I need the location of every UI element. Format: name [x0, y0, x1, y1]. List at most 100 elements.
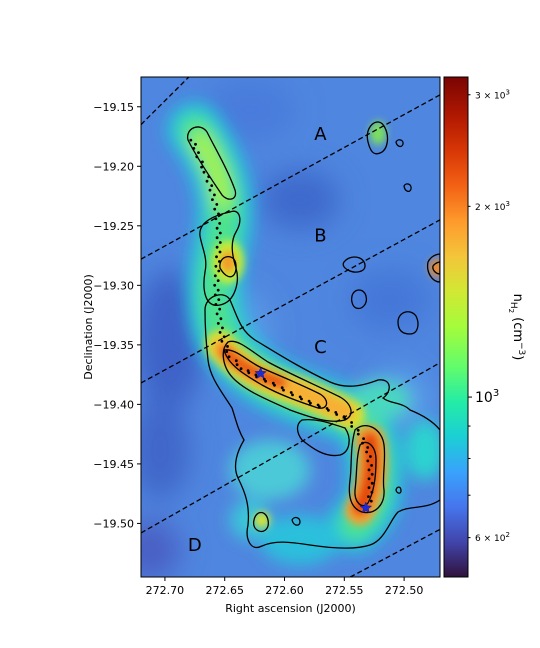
y-tick-label: −19.20 — [93, 160, 134, 173]
x-tick-label: 272.65 — [205, 584, 244, 597]
spine-point — [211, 198, 214, 202]
spine-point — [235, 363, 239, 367]
x-axis: 272.70 272.65 272.60 272.55 272.50 — [146, 577, 424, 597]
stripe-boundary-line — [141, 77, 190, 126]
protostar-marker — [359, 501, 373, 514]
spine-point — [214, 264, 218, 268]
spine-point — [221, 326, 224, 330]
y-axis: −19.15 −19.20 −19.25 −19.30 −19.35 −19.40 −19.… — [93, 101, 141, 530]
colorbar-tick-label: 2 × 103 — [475, 200, 510, 213]
filament-spine — [189, 138, 374, 503]
spine-point — [217, 269, 221, 273]
spine-point — [291, 393, 294, 397]
spine-point — [280, 386, 284, 390]
spine-point — [213, 207, 217, 211]
colorbar-tick-label: 3 × 103 — [475, 88, 510, 101]
spine-point — [370, 490, 374, 494]
spine-point — [213, 293, 217, 297]
colorbar-frame — [443, 76, 469, 578]
spine-point — [370, 472, 374, 476]
colorbar-label: nH2(cm−3) — [507, 294, 526, 361]
spine-point — [213, 274, 217, 278]
spine-point — [215, 245, 219, 249]
y-tick-label: −19.30 — [93, 279, 134, 292]
plot-frame — [140, 76, 441, 578]
stripe-boundaries — [141, 77, 440, 577]
y-tick-label: −19.35 — [93, 339, 134, 352]
spine-point — [217, 212, 220, 216]
spine-point — [307, 399, 311, 403]
spine-point — [194, 142, 197, 146]
density-contours — [187, 121, 440, 549]
spine-point — [215, 203, 219, 206]
density-map — [141, 77, 440, 577]
spine-point — [254, 373, 258, 377]
spine-point — [327, 408, 330, 412]
spine-point — [201, 160, 204, 164]
spine-point — [335, 413, 339, 416]
spine-point — [247, 371, 251, 375]
spine-point — [215, 312, 219, 316]
x-tick-label: 272.50 — [385, 584, 424, 597]
spine-point — [219, 317, 223, 321]
spine-point — [215, 226, 219, 230]
stripe-boundary-line — [141, 362, 440, 534]
spine-point — [215, 255, 218, 259]
filament-cores — [205, 121, 440, 528]
stripe-boundary-line — [141, 94, 440, 260]
colorbar-tick-label: 103 — [475, 388, 499, 406]
spine-point — [239, 367, 243, 371]
spine-point — [271, 381, 275, 385]
spine-point — [200, 165, 204, 169]
spine-point — [370, 481, 374, 485]
y-axis-label: Declination (J2000) — [82, 274, 95, 380]
region-label: D — [188, 535, 202, 556]
spine-point — [205, 179, 209, 183]
colorbar-ticks: 6 × 102 103 2 × 103 3 × 103 — [468, 88, 510, 544]
spine-point — [218, 250, 222, 254]
spine-point — [343, 417, 347, 421]
spine-point — [227, 355, 231, 359]
spine-point — [366, 459, 370, 463]
spine-point — [225, 350, 229, 353]
spine-point — [213, 193, 216, 197]
spine-point — [214, 303, 218, 306]
spine-point — [262, 377, 266, 381]
spine-point — [210, 184, 214, 188]
spine-point — [273, 383, 276, 387]
spine-point — [369, 455, 372, 458]
spine-point — [309, 401, 312, 405]
spine-point — [350, 421, 353, 424]
spine-point — [192, 147, 196, 150]
spine-point — [215, 236, 219, 240]
region-label: B — [314, 225, 326, 246]
spine-point — [234, 359, 238, 363]
y-tick-label: −19.40 — [93, 398, 134, 411]
x-axis-label: Right ascension (J2000) — [225, 602, 356, 615]
spine-point — [218, 260, 221, 263]
spine-point — [367, 495, 370, 498]
region-label: A — [314, 124, 327, 145]
y-tick-label: −19.50 — [93, 517, 134, 530]
region-labels: A B C D — [188, 124, 327, 556]
spine-point — [195, 155, 199, 159]
x-tick-label: 272.60 — [265, 584, 304, 597]
spine-point — [208, 188, 212, 192]
spine-point — [218, 222, 222, 225]
spine-point — [264, 379, 267, 383]
colorbar-tick-label: 6 × 102 — [475, 531, 510, 544]
spine-point — [218, 307, 222, 311]
spine-point — [300, 397, 303, 401]
x-tick-label: 272.55 — [325, 584, 364, 597]
stripe-boundary-line — [349, 528, 440, 577]
spine-point — [218, 231, 222, 235]
spine-point — [189, 138, 193, 142]
spine-point — [362, 437, 365, 440]
spine-point — [365, 450, 368, 454]
spine-point — [216, 322, 220, 325]
protostar-marker — [254, 366, 267, 379]
protostar-markers — [254, 366, 373, 514]
spine-point — [207, 175, 211, 179]
spine-point — [213, 283, 217, 287]
